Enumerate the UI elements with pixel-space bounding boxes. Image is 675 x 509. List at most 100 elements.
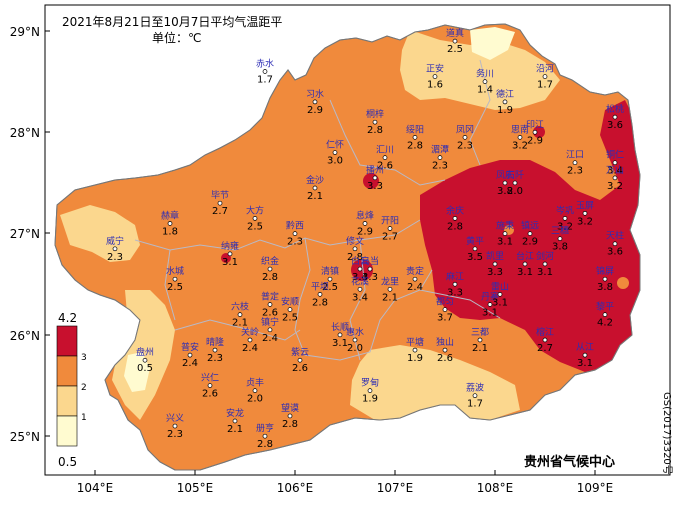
station-value: 2.8: [257, 439, 273, 450]
station-name: 榕江: [536, 326, 554, 338]
station-marker: 台江 3.1: [516, 250, 534, 278]
station-value: 3.3: [362, 272, 378, 283]
station-dot: [432, 74, 438, 79]
station-marker: 安顺 2.5: [281, 296, 299, 324]
station-dot: [487, 302, 493, 307]
legend-swatch-2to3: [56, 355, 78, 387]
station-marker: 剑河 3.1: [536, 250, 554, 278]
station-dot: [267, 302, 273, 307]
station-marker: 铜仁 3.4: [606, 149, 624, 177]
station-name: 凤冈: [456, 124, 474, 135]
station-marker: 务川 1.4: [476, 68, 494, 96]
station-name: 威宁: [106, 235, 124, 247]
station-value: 3.2: [557, 221, 573, 232]
station-name: 普安: [181, 341, 199, 353]
station-marker: 大方 2.5: [246, 204, 264, 232]
legend-swatch-0to1: [56, 415, 78, 447]
station-dot: [612, 241, 618, 247]
station-value: 2.8: [447, 221, 463, 232]
station-dot: [252, 388, 258, 393]
station-value: 2.3: [107, 252, 123, 263]
station-marker: 普定 2.6: [261, 291, 279, 319]
station-dot: [362, 221, 368, 226]
station-dot: [167, 221, 173, 226]
station-dot: [387, 286, 393, 292]
station-dot: [252, 216, 258, 221]
station-value: 3.1: [537, 267, 553, 278]
station-marker: 沿河 1.7: [536, 63, 554, 91]
station-name: 罗甸: [361, 377, 379, 389]
station-name: 万山: [606, 165, 624, 176]
station-name: 丹寨: [481, 291, 499, 303]
station-name: 晴隆: [206, 336, 224, 348]
station-dot: [612, 114, 618, 120]
station-marker: 惠水 2.0: [346, 326, 364, 354]
lon-label-104: 104°E: [77, 481, 114, 495]
station-value: 2.0: [347, 343, 363, 354]
station-value: 2.1: [232, 318, 248, 329]
station-marker: 乌当 3.3: [361, 255, 379, 283]
station-marker: 道真 2.5: [446, 27, 464, 55]
station-value: 3.3: [367, 181, 383, 192]
station-dot: [412, 347, 418, 353]
station-name: 平坝: [311, 281, 329, 292]
station-marker: 赫章 1.8: [161, 209, 179, 237]
station-dot: [297, 357, 303, 363]
station-value: 2.1: [307, 191, 323, 202]
station-dot: [357, 266, 363, 272]
station-value: 2.6: [377, 161, 393, 172]
station-value: 2.6: [262, 308, 278, 319]
station-name: 镇远: [521, 220, 539, 232]
station-marker: 安龙 2.1: [226, 407, 244, 435]
latitude-axis: 29°N 28°N 27°N 26°N 25°N: [10, 25, 50, 444]
station-dot: [612, 175, 618, 181]
station-value: 2.9: [527, 135, 543, 146]
station-value: 1.9: [497, 105, 513, 116]
lat-label-28: 28°N: [10, 126, 40, 140]
station-marker: 万山 3.2: [606, 165, 624, 192]
station-marker: 石阡 2.0: [506, 170, 524, 197]
station-marker: 玉屏 3.2: [576, 200, 594, 227]
station-name: 纳雍: [221, 240, 239, 252]
station-dot: [492, 261, 498, 267]
station-value: 3.1: [577, 358, 593, 369]
station-dot: [477, 337, 483, 343]
station-dot: [387, 226, 393, 231]
station-marker: 开阳 2.7: [381, 216, 399, 243]
legend-max-label: 4.2: [58, 311, 77, 325]
station-marker: 麻江 3.3: [446, 270, 464, 298]
station-name: 花溪: [351, 275, 369, 287]
station-dot: [352, 246, 358, 252]
station-dot: [557, 236, 563, 242]
station-name: 乌当: [361, 255, 379, 267]
lat-label-29: 29°N: [10, 25, 40, 39]
station-dot: [217, 200, 223, 206]
station-marker: 播州 3.3: [366, 164, 384, 192]
station-value: 3.2: [577, 216, 593, 227]
station-name: 都匀: [436, 296, 454, 308]
station-value: 2.8: [407, 140, 423, 151]
station-name: 龙里: [381, 275, 399, 287]
station-name: 织金: [261, 255, 279, 267]
station-marker: 紫云 2.6: [291, 347, 309, 374]
station-value: 3.8: [597, 282, 613, 293]
station-value: 3.7: [437, 313, 453, 324]
station-value: 1.6: [427, 80, 443, 91]
zone-west-light: [60, 205, 140, 262]
station-value: 2.8: [347, 252, 363, 263]
station-dot: [452, 216, 458, 221]
station-value: 2.3: [207, 353, 223, 364]
station-name: 锦屏: [596, 265, 614, 277]
station-name: 关岭: [241, 326, 259, 338]
station-marker: 荔波 1.7: [466, 382, 484, 410]
station-name: 白云: [351, 255, 369, 267]
map-code-label: GS(2017)3320号: [661, 392, 673, 475]
station-marker: 黄平 3.5: [466, 235, 484, 263]
station-marker: 平坝 2.8: [311, 281, 329, 308]
station-dot: [292, 231, 298, 236]
station-marker: 凯里 3.3: [486, 250, 504, 278]
longitude-axis: 104°E 105°E 106°E 107°E 108°E 109°E: [77, 470, 613, 495]
station-name: 普定: [261, 291, 279, 303]
station-name: 惠水: [346, 326, 364, 338]
station-marker: 都匀 3.7: [436, 296, 454, 324]
